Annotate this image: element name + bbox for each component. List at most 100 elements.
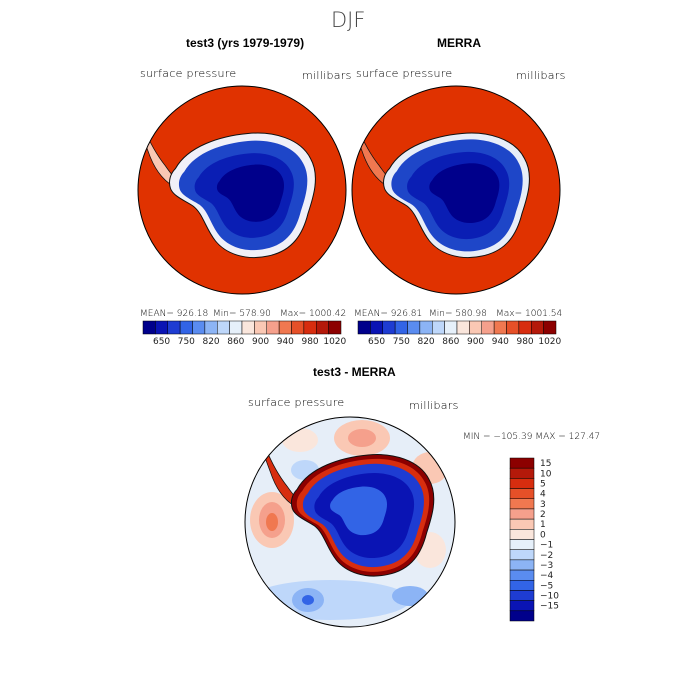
colorbar-swatch (291, 320, 305, 335)
colorbar-tick-label: 860 (442, 337, 459, 347)
colorbar-tick-label: 1020 (538, 337, 561, 347)
colorbar-swatch (142, 320, 156, 335)
panel1-colorbar: 650 750 820 860 900 940 980 1020 (142, 320, 347, 347)
colorbar-swatch (506, 320, 520, 335)
colorbar-swatch (419, 320, 433, 335)
panel3-field-label: surface pressure (248, 396, 345, 409)
colorbar-tick-label: 940 (492, 337, 509, 347)
colorbar-swatch (509, 549, 535, 561)
colorbar-swatch (531, 320, 544, 335)
colorbar-swatch (382, 320, 396, 335)
colorbar-tick-label: 980 (516, 337, 533, 347)
colorbar-swatch (509, 518, 535, 530)
colorbar-tick-label: 650 (153, 337, 170, 347)
colorbar-swatch (509, 478, 535, 489)
colorbar-swatch (509, 467, 535, 479)
colorbar-swatch (394, 320, 408, 335)
colorbar-tick-label: 750 (178, 337, 195, 347)
colorbar-tick-label: 650 (368, 337, 385, 347)
colorbar-swatch (509, 488, 535, 499)
colorbar-tick-label: −3 (540, 561, 553, 571)
colorbar-swatch (509, 610, 535, 622)
colorbar-tick-label: 900 (467, 337, 484, 347)
colorbar-tick-label: −2 (540, 551, 553, 561)
colorbar-swatch (254, 320, 267, 335)
panel2-units: millibars (516, 69, 566, 82)
colorbar-tick-label: 3 (540, 500, 546, 510)
colorbar-swatch (328, 320, 342, 335)
colorbar-swatch (509, 580, 535, 591)
colorbar-tick-label: 750 (393, 337, 410, 347)
colorbar-swatch (509, 457, 535, 469)
figure-title: DJF (331, 8, 366, 32)
panel3-map (244, 416, 456, 628)
panel1-field-label: surface pressure (140, 67, 237, 80)
colorbar-tick-label: −10 (540, 592, 559, 602)
colorbar-swatch (303, 320, 317, 335)
colorbar-swatch (481, 320, 495, 335)
colorbar-swatch (370, 320, 383, 335)
colorbar-tick-label: −4 (540, 571, 554, 581)
colorbar-swatch (509, 529, 535, 540)
panel2-max: Max= 1001.54 (496, 309, 563, 319)
colorbar-swatch (509, 569, 535, 581)
colorbar-tick-label: 940 (277, 337, 294, 347)
colorbar-swatch (204, 320, 218, 335)
panel1-mean: MEAN= 926.18 (140, 309, 209, 319)
panel2-title: MERRA (437, 36, 481, 50)
panel1-units: millibars (302, 69, 352, 82)
colorbar-tick-label: 0 (540, 530, 546, 540)
colorbar-swatch (179, 320, 193, 335)
colorbar-tick-label: 860 (227, 337, 244, 347)
colorbar-swatch (229, 320, 243, 335)
colorbar-tick-label: 820 (202, 337, 219, 347)
colorbar-tick-label: −15 (540, 602, 559, 612)
colorbar-swatch (493, 320, 507, 335)
colorbar-swatch (509, 508, 535, 520)
colorbar-swatch (509, 559, 535, 571)
panel1-map (137, 85, 347, 295)
colorbar-tick-label: 10 (540, 469, 552, 479)
colorbar-swatch (155, 320, 168, 335)
colorbar-tick-label: 2 (540, 510, 546, 520)
panel2-map (351, 85, 561, 295)
colorbar-swatch (509, 498, 535, 510)
colorbar-tick-label: 1020 (323, 337, 346, 347)
panel3-units: millibars (409, 399, 459, 412)
colorbar-swatch (509, 539, 535, 550)
colorbar-swatch (192, 320, 206, 335)
panel3-minmax: MIN = −105.39 MAX = 127.47 (463, 432, 601, 442)
colorbar-tick-label: 900 (252, 337, 269, 347)
colorbar-swatch (518, 320, 532, 335)
panel2-field-label: surface pressure (356, 67, 453, 80)
panel2-min: Min= 580.98 (429, 309, 487, 319)
panel2-mean: MEAN= 926.81 (354, 309, 423, 319)
colorbar-swatch (469, 320, 482, 335)
panel2-colorbar: 650 750 820 860 900 940 980 1020 (357, 320, 562, 347)
colorbar-swatch (167, 320, 181, 335)
colorbar-swatch (357, 320, 371, 335)
colorbar-tick-label: 980 (301, 337, 318, 347)
colorbar-tick-label: 4 (540, 490, 546, 500)
panel1-min: Min= 578.90 (213, 309, 271, 319)
colorbar-swatch (316, 320, 329, 335)
colorbar-tick-label: 820 (417, 337, 434, 347)
panel1-max: Max= 1000.42 (280, 309, 347, 319)
colorbar-tick-label: 5 (540, 479, 546, 489)
colorbar-tick-label: 1 (540, 520, 546, 530)
colorbar-tick-label: −1 (540, 541, 553, 551)
colorbar-swatch (432, 320, 445, 335)
colorbar-swatch (407, 320, 421, 335)
colorbar-swatch (509, 600, 535, 612)
panel3-title: test3 - MERRA (313, 365, 396, 379)
colorbar-swatch (509, 590, 535, 601)
colorbar-tick-label: 15 (540, 459, 551, 469)
colorbar-swatch (217, 320, 230, 335)
colorbar-swatch (456, 320, 470, 335)
colorbar-swatch (444, 320, 458, 335)
colorbar-swatch (241, 320, 255, 335)
colorbar-swatch (278, 320, 292, 335)
panel1-title: test3 (yrs 1979-1979) (186, 36, 305, 50)
